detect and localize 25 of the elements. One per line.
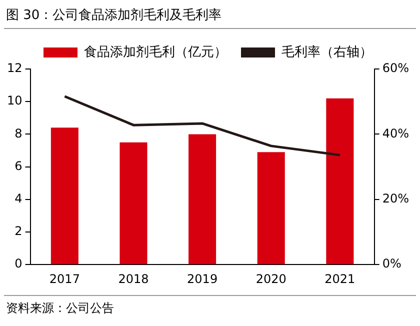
bar bbox=[326, 98, 354, 264]
x-tick-label: 2019 bbox=[187, 272, 218, 286]
bar bbox=[120, 142, 148, 264]
x-tick-label: 2020 bbox=[256, 272, 286, 286]
y-tick-label: 0 bbox=[14, 256, 22, 271]
y2-tick-label: 0% bbox=[382, 256, 402, 271]
y2-tick-label: 20% bbox=[382, 192, 409, 206]
y-tick-label: 12 bbox=[6, 61, 22, 76]
y-tick-label: 2 bbox=[14, 224, 22, 238]
bar bbox=[50, 128, 78, 264]
bar bbox=[188, 134, 216, 264]
y-tick-label: 10 bbox=[6, 94, 22, 108]
y2-tick-label: 60% bbox=[382, 61, 409, 76]
x-tick-label: 2018 bbox=[118, 272, 149, 286]
legend-label: 毛利率（右轴） bbox=[282, 44, 372, 60]
y-tick-label: 8 bbox=[14, 126, 22, 140]
x-tick-label: 2021 bbox=[324, 272, 356, 286]
chart-title: 图 30：公司食品添加剂毛利及毛利率 bbox=[6, 7, 222, 24]
y-tick-label: 4 bbox=[14, 192, 22, 206]
text: 资料来源：公司公告 bbox=[6, 300, 114, 317]
legend-label: 食品添加剂毛利（亿元） bbox=[84, 44, 227, 60]
y2-tick-label: 40% bbox=[382, 126, 409, 140]
bar bbox=[257, 152, 285, 264]
x-tick-label: 2017 bbox=[49, 272, 80, 286]
y-tick-label: 6 bbox=[14, 158, 22, 173]
